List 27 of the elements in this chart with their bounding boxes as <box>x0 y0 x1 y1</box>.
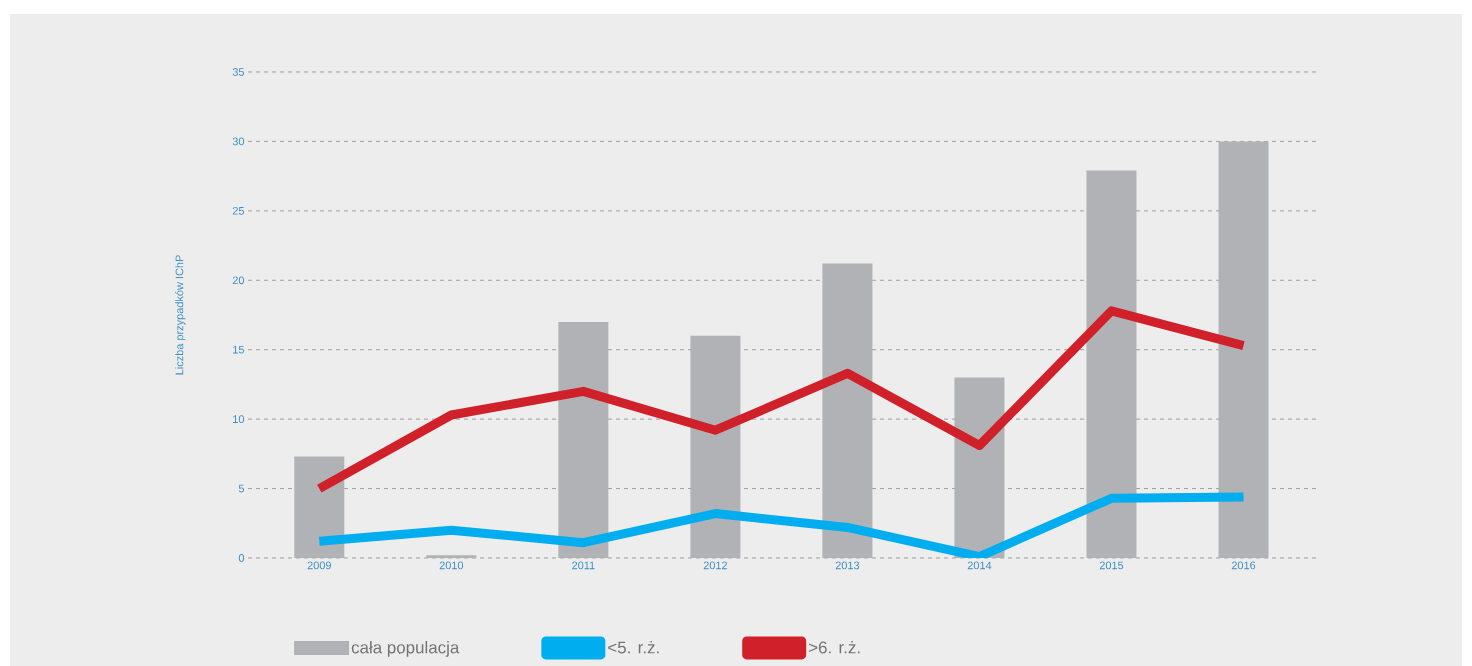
bar <box>294 456 345 558</box>
x-tick-label: 2010 <box>439 561 464 570</box>
bar <box>1086 170 1137 558</box>
x-tick-label: 2015 <box>1099 561 1124 570</box>
legend-label: <5. r.ż. <box>608 641 659 654</box>
x-tick-label: 2011 <box>572 561 595 570</box>
y-tick-label: 20 <box>232 276 245 285</box>
x-tick-label: 2014 <box>967 561 992 570</box>
legend-label: cała populacja <box>351 641 460 657</box>
x-tick-label: 2012 <box>703 561 728 570</box>
y-tick-label: 10 <box>233 415 245 424</box>
y-tick-label: 0 <box>238 554 245 562</box>
x-tick-label: 2013 <box>835 561 860 570</box>
bar <box>1218 141 1269 558</box>
x-tick-label: 2009 <box>307 561 331 570</box>
bar <box>426 555 477 558</box>
bar <box>822 263 873 558</box>
y-axis-title: Liczba przypadków IChP <box>175 255 186 375</box>
y-tick-label: 35 <box>232 68 245 76</box>
x-tick-label: 2016 <box>1231 561 1256 570</box>
bar <box>558 321 609 558</box>
bar <box>690 335 741 558</box>
y-tick-label: 5 <box>238 484 245 493</box>
y-tick-label: 25 <box>232 206 245 215</box>
legend-label: >6. r.ż. <box>809 641 860 654</box>
y-tick-label: 30 <box>232 137 245 146</box>
y-tick-label: 15 <box>233 345 245 354</box>
